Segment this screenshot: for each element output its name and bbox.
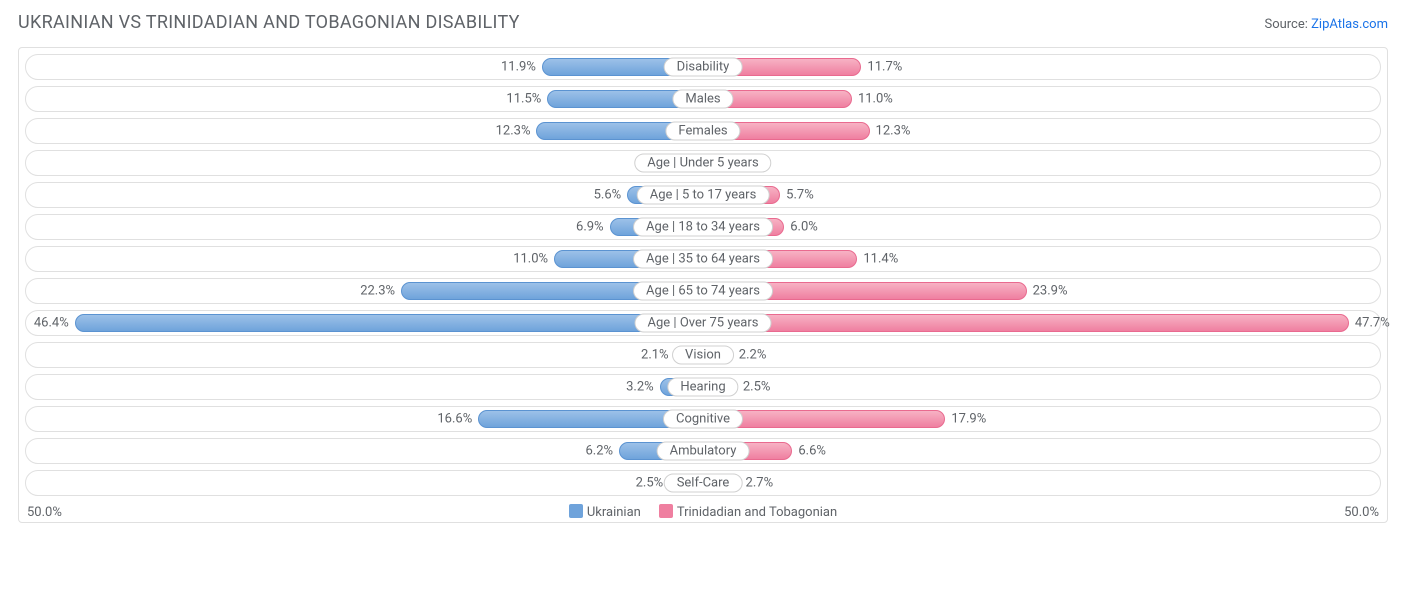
chart-row: 22.3% 23.9% Age | 65 to 74 years bbox=[25, 278, 1381, 304]
legend-label-right: Trinidadian and Tobagonian bbox=[677, 505, 837, 520]
value-left: 11.5% bbox=[506, 92, 541, 107]
value-right: 47.7% bbox=[1355, 316, 1390, 331]
chart-row: 11.0% 11.4% Age | 35 to 64 years bbox=[25, 246, 1381, 272]
value-left: 6.2% bbox=[586, 444, 614, 459]
chart-row: 2.1% 2.2% Vision bbox=[25, 342, 1381, 368]
source-link[interactable]: ZipAtlas.com bbox=[1311, 17, 1388, 32]
chart-row: 1.3%1.1%Age | Under 5 years bbox=[25, 150, 1381, 176]
value-right: 2.2% bbox=[739, 348, 767, 363]
category-label: Age | 5 to 17 years bbox=[637, 186, 770, 205]
axis-right-max: 50.0% bbox=[1344, 505, 1379, 520]
value-left: 3.2% bbox=[626, 380, 654, 395]
chart-row: 2.5% 2.7%Self-Care bbox=[25, 470, 1381, 496]
value-right: 5.7% bbox=[786, 188, 814, 203]
category-label: Self-Care bbox=[664, 474, 743, 493]
value-left: 11.0% bbox=[513, 252, 548, 267]
chart-row: 12.3% 12.3% Females bbox=[25, 118, 1381, 144]
value-right: 6.0% bbox=[790, 220, 818, 235]
chart-row: 3.2% 2.5% Hearing bbox=[25, 374, 1381, 400]
category-label: Age | 18 to 34 years bbox=[633, 218, 773, 237]
value-right: 11.7% bbox=[867, 60, 902, 75]
bar-left bbox=[75, 314, 703, 332]
value-left: 12.3% bbox=[496, 124, 531, 139]
value-left: 6.9% bbox=[576, 220, 604, 235]
category-label: Age | Over 75 years bbox=[635, 314, 772, 333]
chart-header: UKRAINIAN VS TRINIDADIAN AND TOBAGONIAN … bbox=[18, 12, 1388, 33]
category-label: Hearing bbox=[667, 378, 738, 397]
category-label: Vision bbox=[672, 346, 734, 365]
category-label: Age | 35 to 64 years bbox=[633, 250, 773, 269]
category-label: Males bbox=[672, 90, 733, 109]
chart-row: 6.2% 6.6% Ambulatory bbox=[25, 438, 1381, 464]
value-left: 2.5% bbox=[636, 476, 664, 491]
value-right: 11.0% bbox=[858, 92, 893, 107]
category-label: Cognitive bbox=[663, 410, 743, 429]
chart-source: Source: ZipAtlas.com bbox=[1264, 17, 1388, 32]
value-left: 5.6% bbox=[594, 188, 622, 203]
value-left: 11.9% bbox=[501, 60, 536, 75]
legend-label-left: Ukrainian bbox=[587, 505, 641, 520]
category-label: Ambulatory bbox=[657, 442, 750, 461]
legend-swatch-right bbox=[659, 504, 673, 518]
chart-row: 46.4%47.7%Age | Over 75 years bbox=[25, 310, 1381, 336]
chart-row: 16.6% 17.9% Cognitive bbox=[25, 406, 1381, 432]
value-left: 22.3% bbox=[360, 284, 395, 299]
value-right: 11.4% bbox=[863, 252, 898, 267]
value-right: 2.7% bbox=[746, 476, 774, 491]
bar-right bbox=[703, 314, 1349, 332]
value-right: 17.9% bbox=[951, 412, 986, 427]
value-left: 16.6% bbox=[437, 412, 472, 427]
category-label: Age | Under 5 years bbox=[634, 154, 771, 173]
chart-row: 11.9% 11.7% Disability bbox=[25, 54, 1381, 80]
value-right: 12.3% bbox=[876, 124, 911, 139]
diverging-bar-chart: 11.9% 11.7% Disability 11.5% 11.0% Males 12.3%… bbox=[18, 47, 1388, 523]
chart-row: 6.9% 6.0% Age | 18 to 34 years bbox=[25, 214, 1381, 240]
chart-legend: Ukrainian Trinidadian and Tobagonian bbox=[569, 504, 837, 520]
legend-item-left: Ukrainian bbox=[569, 504, 641, 520]
value-left: 2.1% bbox=[641, 348, 669, 363]
chart-row: 5.6% 5.7% Age | 5 to 17 years bbox=[25, 182, 1381, 208]
legend-swatch-left bbox=[569, 504, 583, 518]
legend-item-right: Trinidadian and Tobagonian bbox=[659, 504, 837, 520]
category-label: Females bbox=[665, 122, 740, 141]
category-label: Age | 65 to 74 years bbox=[633, 282, 773, 301]
value-right: 23.9% bbox=[1033, 284, 1068, 299]
axis-left-max: 50.0% bbox=[27, 505, 62, 520]
source-prefix: Source: bbox=[1264, 17, 1311, 32]
chart-row: 11.5% 11.0% Males bbox=[25, 86, 1381, 112]
value-right: 6.6% bbox=[798, 444, 826, 459]
value-right: 2.5% bbox=[743, 380, 771, 395]
chart-title: UKRAINIAN VS TRINIDADIAN AND TOBAGONIAN … bbox=[18, 12, 520, 33]
category-label: Disability bbox=[664, 58, 743, 77]
chart-footer: 50.0% Ukrainian Trinidadian and Tobagoni… bbox=[25, 502, 1381, 520]
value-left: 46.4% bbox=[34, 316, 69, 331]
